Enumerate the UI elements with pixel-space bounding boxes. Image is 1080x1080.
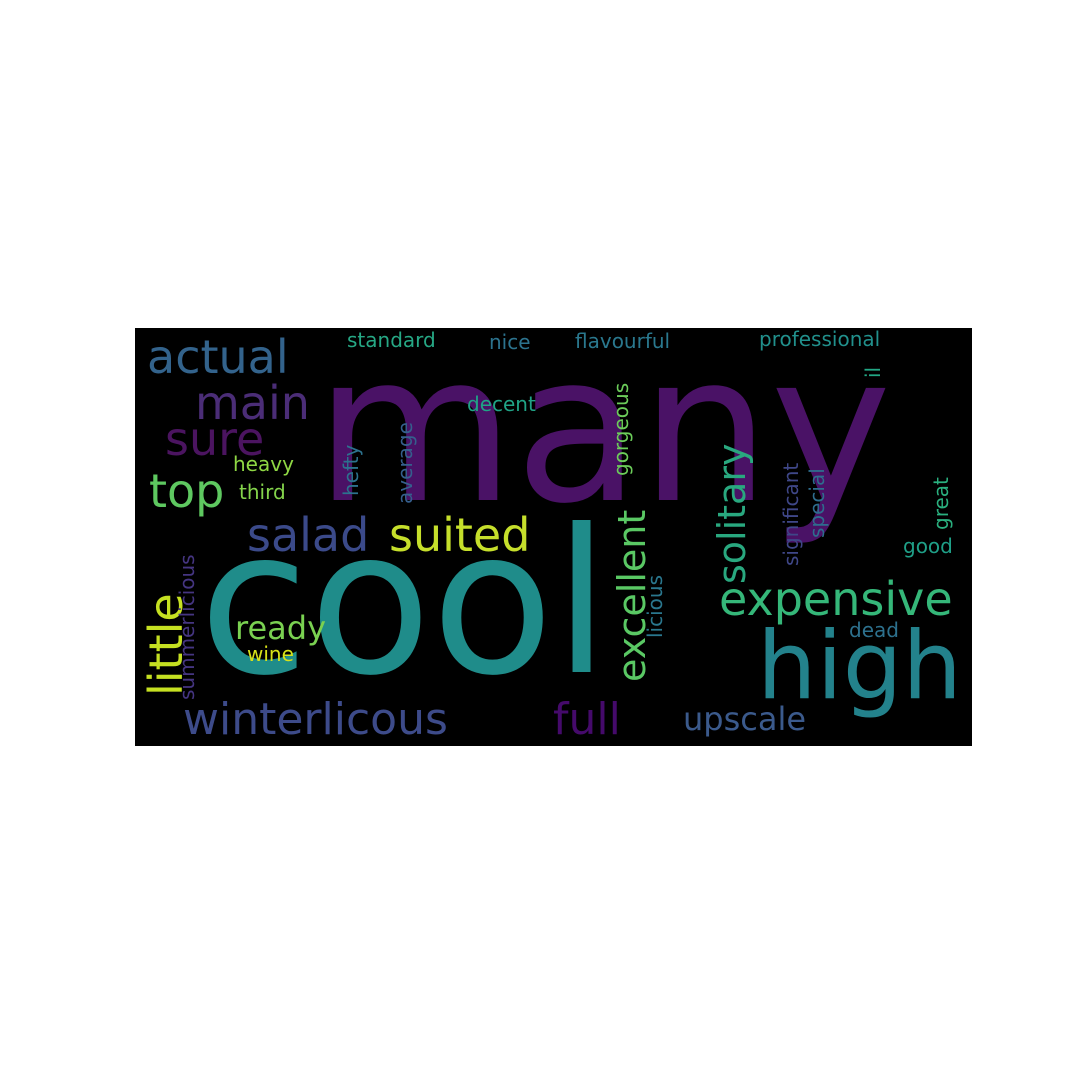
- word-actual: actual: [147, 330, 289, 384]
- word-nice: nice: [489, 330, 531, 354]
- word-top: top: [149, 464, 225, 518]
- word-hefty: hefty: [339, 444, 363, 496]
- word-full: full: [553, 694, 621, 745]
- word-professional: professional: [759, 328, 881, 351]
- word-solitary: solitary: [710, 443, 754, 584]
- word-il: il: [861, 366, 885, 378]
- word-decent: decent: [467, 392, 536, 416]
- word-cool: cool: [199, 487, 610, 720]
- word-cloud: many cool high actual main sure top sala…: [135, 328, 972, 746]
- word-summerlicious: summerlicious: [175, 554, 199, 700]
- word-third: third: [239, 480, 286, 504]
- word-flavourful: flavourful: [575, 329, 671, 353]
- word-wine: wine: [247, 642, 294, 666]
- word-standard: standard: [347, 328, 436, 352]
- word-winterlicous: winterlicous: [183, 694, 448, 745]
- word-ready: ready: [235, 609, 326, 647]
- word-heavy: heavy: [233, 452, 294, 476]
- word-significant: significant: [779, 462, 803, 566]
- word-great: great: [929, 477, 953, 530]
- word-average: average: [393, 422, 417, 504]
- word-many: many: [315, 328, 892, 549]
- word-main: main: [195, 376, 310, 430]
- word-suited: suited: [389, 508, 531, 562]
- word-high: high: [757, 612, 962, 721]
- word-salad: salad: [247, 508, 370, 562]
- word-upscale: upscale: [683, 700, 807, 738]
- word-sure: sure: [165, 412, 265, 466]
- word-special: special: [805, 468, 829, 538]
- word-expensive: expensive: [719, 572, 953, 626]
- word-good: good: [903, 534, 953, 558]
- word-gorgeous: gorgeous: [609, 382, 633, 476]
- word-dead: dead: [849, 618, 899, 642]
- word-licious: licious: [643, 575, 667, 638]
